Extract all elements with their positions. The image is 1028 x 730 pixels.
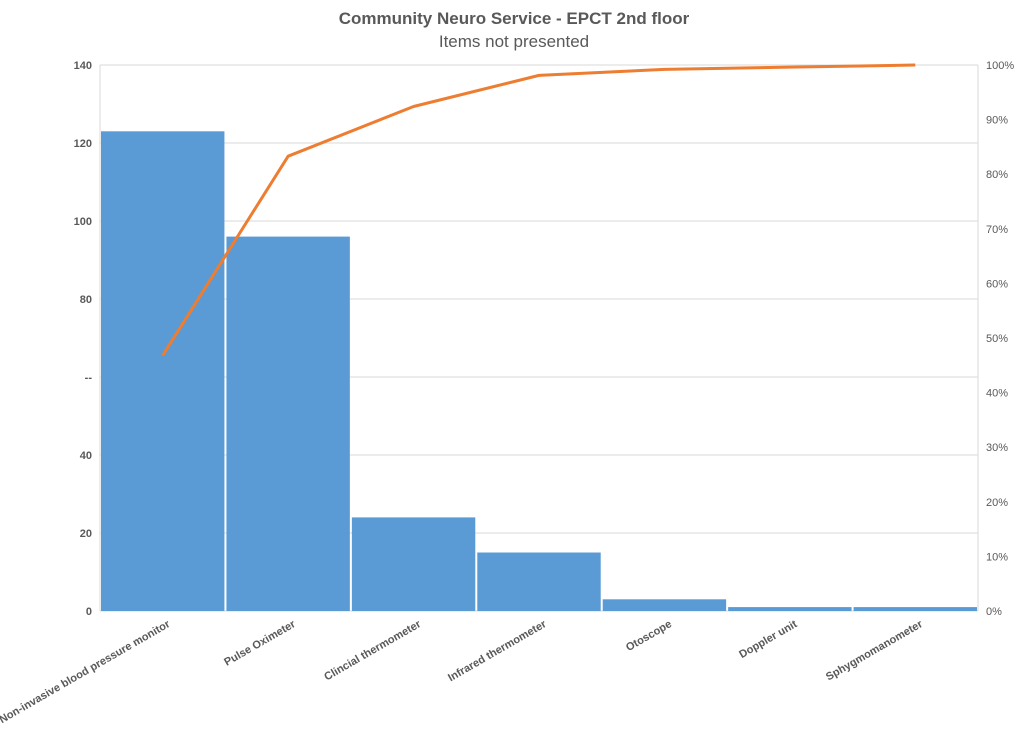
bar [853, 607, 977, 611]
cumulative-line [161, 63, 916, 357]
x-tick-label: Doppler unit [737, 618, 799, 661]
y-tick-label: 40 [80, 450, 92, 462]
y-tick-label: 80 [80, 294, 92, 306]
x-tick-label: Pulse Oximeter [222, 618, 298, 669]
y2-tick-label: 70% [986, 224, 1008, 236]
y2-tick-label: 30% [986, 442, 1008, 454]
y2-tick-label: 90% [986, 115, 1008, 127]
y-tick-label: 140 [74, 60, 92, 72]
y2-tick-label: 10% [986, 551, 1008, 563]
x-tick-label: Otoscope [624, 618, 674, 654]
y2-tick-label: 80% [986, 169, 1008, 181]
bar [477, 552, 601, 611]
y2-tick-label: 50% [986, 333, 1008, 345]
x-tick-label: Sphygmomanometer [824, 618, 925, 683]
chart-title: Community Neuro Service - EPCT 2nd floor [339, 9, 690, 28]
bar [226, 236, 350, 611]
x-tick-label: Non-invasive blood pressure monitor [0, 618, 173, 726]
y2-tick-label: 0% [986, 606, 1002, 618]
x-tick-label: Infrared thermometer [446, 618, 549, 684]
bar [728, 607, 852, 611]
chart-subtitle: Items not presented [439, 32, 589, 51]
y-tick-label: 120 [74, 138, 92, 150]
y2-tick-label: 40% [986, 388, 1008, 400]
y-tick-label: 100 [74, 216, 92, 228]
y-tick-label: -- [85, 372, 93, 384]
bar [602, 599, 727, 611]
y2-tick-label: 60% [986, 278, 1008, 290]
y2-tick-label: 100% [986, 60, 1014, 72]
bar [351, 517, 476, 611]
y2-tick-label: 20% [986, 497, 1008, 509]
y-tick-label: 0 [86, 606, 92, 618]
bar [101, 131, 225, 612]
x-tick-label: Clincial thermometer [322, 618, 423, 683]
y-tick-label: 20 [80, 528, 92, 540]
